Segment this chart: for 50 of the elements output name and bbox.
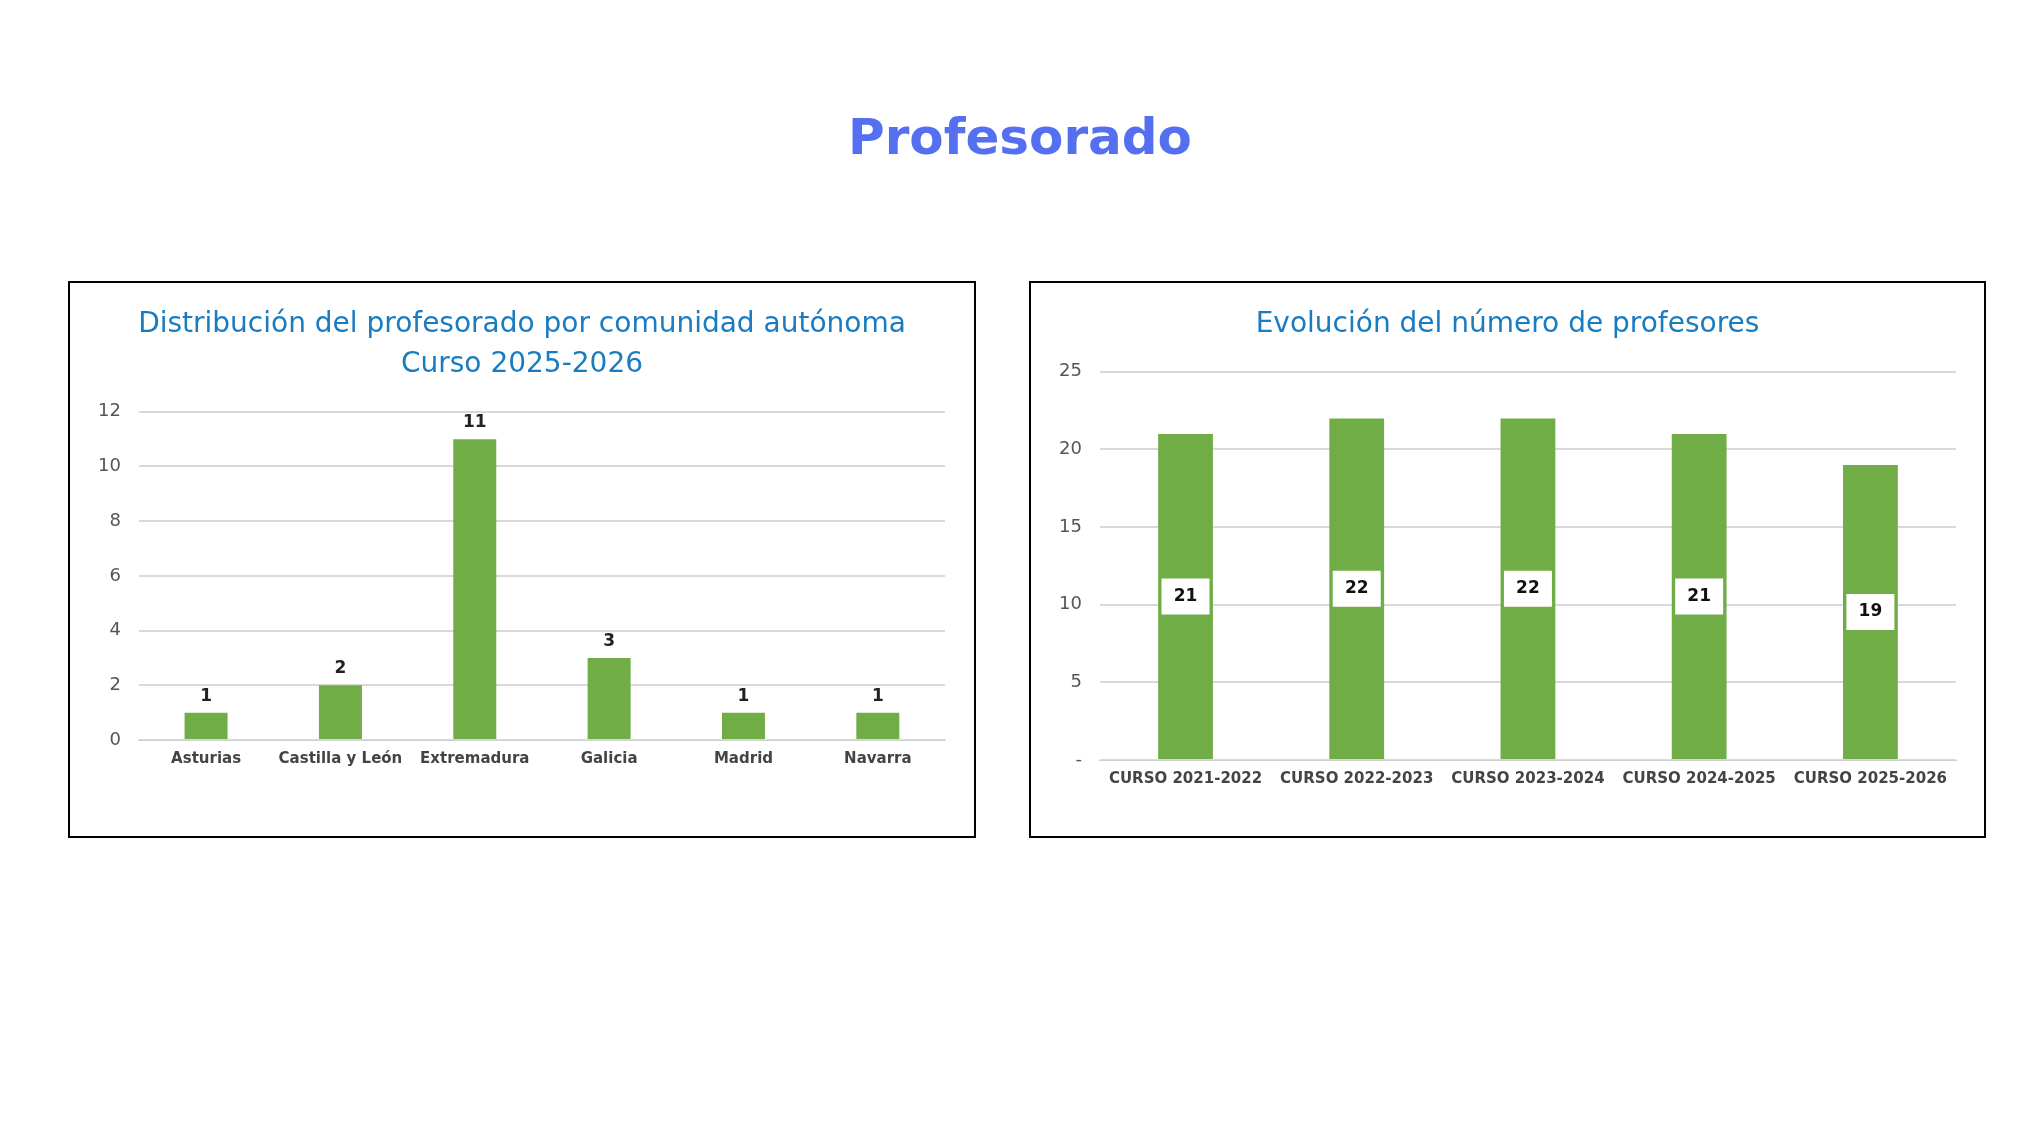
- bar: [453, 439, 497, 739]
- bar: [1158, 433, 1213, 759]
- x-tick-label: CURSO 2023-2024: [1451, 768, 1605, 787]
- x-tick-label: Extremadura: [420, 748, 530, 767]
- bar: [1500, 418, 1556, 759]
- x-tick-label: Galicia: [580, 748, 638, 767]
- y-tick-label: 8: [109, 508, 121, 530]
- x-tick-label: Madrid: [713, 748, 774, 767]
- data-label: 3: [603, 629, 616, 650]
- data-label: 19: [1858, 600, 1883, 621]
- y-tick-label: 5: [1070, 670, 1082, 692]
- y-tick-label: 10: [98, 454, 121, 476]
- y-tick-label: 6: [109, 563, 121, 585]
- bar: [318, 685, 362, 739]
- data-label: 11: [462, 411, 487, 432]
- chart-subtitle: Curso 2025-2026: [400, 346, 644, 379]
- y-tick-label: 12: [98, 399, 121, 421]
- text: Profesorado: [847, 108, 1193, 166]
- data-label: 21: [1687, 584, 1712, 605]
- chart-title: Evolución del número de profesores: [1254, 305, 1761, 341]
- data-label: 1: [200, 684, 212, 705]
- x-tick-label: Navarra: [844, 748, 912, 767]
- data-label: 1: [871, 684, 884, 705]
- x-tick-label: Castilla y León: [278, 748, 403, 767]
- data-label: 2: [334, 657, 347, 678]
- data-label: 22: [1344, 577, 1369, 598]
- x-tick-label: CURSO 2021-2022: [1108, 768, 1263, 787]
- bar: [721, 712, 765, 739]
- x-tick-label: CURSO 2025-2026: [1793, 768, 1948, 787]
- x-tick-label: CURSO 2022-2023: [1280, 768, 1434, 787]
- bar: [1329, 418, 1385, 759]
- y-tick-label: 25: [1059, 359, 1082, 381]
- x-tick-label: Asturias: [171, 748, 242, 767]
- y-tick-label: 2: [109, 672, 121, 694]
- bar: [184, 712, 228, 739]
- x-tick-label: CURSO 2024-2025: [1622, 768, 1776, 787]
- data-label: 21: [1173, 584, 1198, 605]
- y-tick-label: 15: [1059, 514, 1082, 536]
- bar: [1843, 464, 1898, 759]
- bar: [1671, 433, 1727, 759]
- y-tick-label: 10: [1059, 592, 1082, 614]
- bar: [587, 657, 631, 739]
- data-label: 1: [737, 684, 750, 705]
- y-tick-label: 20: [1059, 437, 1082, 459]
- y-tick-label: 0: [109, 727, 121, 749]
- y-tick-label: -: [1075, 747, 1082, 769]
- bar: [856, 712, 900, 739]
- data-label: 22: [1516, 577, 1540, 598]
- chart-title: Distribución del profesorado por comunidad autónoma: [138, 306, 906, 339]
- y-tick-label: 4: [109, 618, 121, 640]
